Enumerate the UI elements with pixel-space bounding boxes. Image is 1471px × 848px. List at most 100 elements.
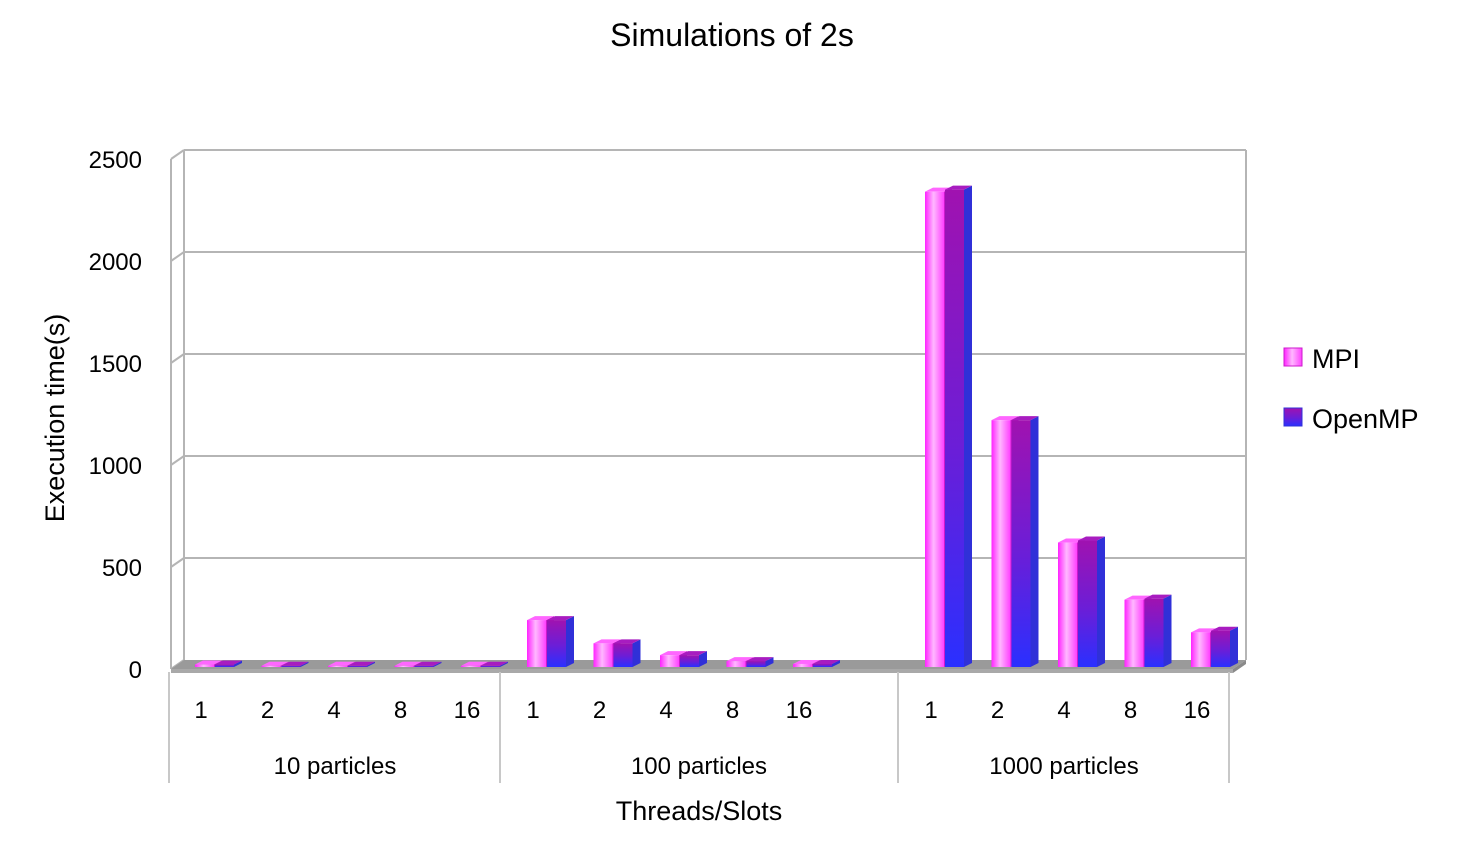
bar-top [945,185,972,190]
bar-front [281,665,301,667]
y-axis-label: Execution time(s) [40,314,70,523]
x-tick-label: 4 [659,697,672,724]
legend-swatch [1283,347,1303,367]
bar-openmp-0-4 [481,661,508,667]
bar-top [461,661,488,666]
x-tick-label: 2 [991,697,1004,724]
bar-front [394,665,414,667]
x-tick-label: 2 [261,697,274,724]
bar-openmp-0-2 [348,661,375,667]
bar-front [461,665,480,667]
y-tick-label: 2500 [89,147,142,174]
bar-openmp-2-0 [945,185,972,667]
bar-top [394,661,422,666]
bar-top [261,661,289,666]
bar-top [746,657,774,662]
bar-top [195,660,222,665]
group-label: 1000 particles [989,753,1138,780]
gridline-side [170,149,185,160]
bar-front [481,665,500,667]
bar-top [281,661,309,666]
x-tick-label: 4 [327,697,340,724]
bar-front [813,663,832,667]
bar-top [481,661,508,666]
bar-openmp-0-3 [414,661,442,667]
bar-side [1030,416,1039,667]
x-tick-label: 1 [924,697,937,724]
bar-front [593,643,613,667]
bar-top [1144,594,1172,599]
bar-top [726,657,754,662]
bar-front [1144,598,1164,667]
bar-front [1058,542,1077,667]
bar-front [547,620,566,667]
bar-front [1011,420,1031,667]
bar-top [328,661,355,666]
y-tick-label: 1500 [89,351,142,378]
group-label: 10 particles [274,753,397,780]
bar-top [414,661,442,666]
bar-top [613,639,641,644]
bar-front [660,655,679,667]
bar-front [991,420,1011,667]
bar-front [1211,630,1230,667]
x-tick-label: 16 [454,697,481,724]
bar-side [699,651,707,667]
x-tick-label: 16 [786,697,813,724]
bar-front [793,663,812,667]
bar-front [613,643,633,667]
x-axis-label: Threads/Slots [616,796,783,826]
bar-openmp-0-0 [215,660,242,667]
bar-side [300,661,309,667]
bar-top [660,651,687,656]
bar-openmp-1-2 [680,651,707,667]
bar-front [945,189,964,667]
bar-side [367,661,375,667]
bar-side [1163,594,1172,667]
bar-openmp-2-4 [1211,626,1238,667]
bar-front [680,655,699,667]
y-tick-label: 1000 [89,453,142,480]
floor-side [1233,660,1246,673]
bar-top [593,639,621,644]
bar-front [1191,632,1210,667]
chart-title: Simulations of 2s [610,17,854,53]
bar-front [261,665,281,667]
bar-top [793,659,820,664]
floor-front [171,669,1233,673]
bar-top [1211,626,1238,631]
bar-front [328,665,347,667]
bar-front [746,661,766,667]
y-tick-label: 2000 [89,249,142,276]
bar-side [765,657,774,667]
bar-side [234,660,242,667]
x-tick-label: 8 [394,697,407,724]
bar-side [1230,626,1238,667]
bar-side [632,639,641,667]
y-tick-label: 0 [129,657,142,684]
bar-front [215,664,234,667]
bar-openmp-2-2 [1078,536,1105,667]
gridline-side [170,455,185,466]
bar-openmp-1-4 [813,659,840,667]
bar-openmp-1-3 [746,657,774,667]
bar-side [566,616,574,667]
bar-top [813,659,840,664]
group-label: 100 particles [631,753,767,780]
bar-top [348,661,375,666]
legend-swatch [1283,407,1303,427]
bar-front [726,661,746,667]
bar-side [1097,536,1105,667]
bar-openmp-1-1 [613,639,641,667]
bar-top [680,651,707,656]
gridline-side [170,557,185,568]
x-tick-label: 4 [1057,697,1070,724]
x-tick-label: 1 [194,697,207,724]
legend-label: OpenMP [1312,404,1419,434]
x-tick-label: 8 [726,697,739,724]
bar-top [547,616,574,621]
bar-front [527,620,546,667]
bar-front [1078,540,1097,667]
x-tick-label: 1 [526,697,539,724]
